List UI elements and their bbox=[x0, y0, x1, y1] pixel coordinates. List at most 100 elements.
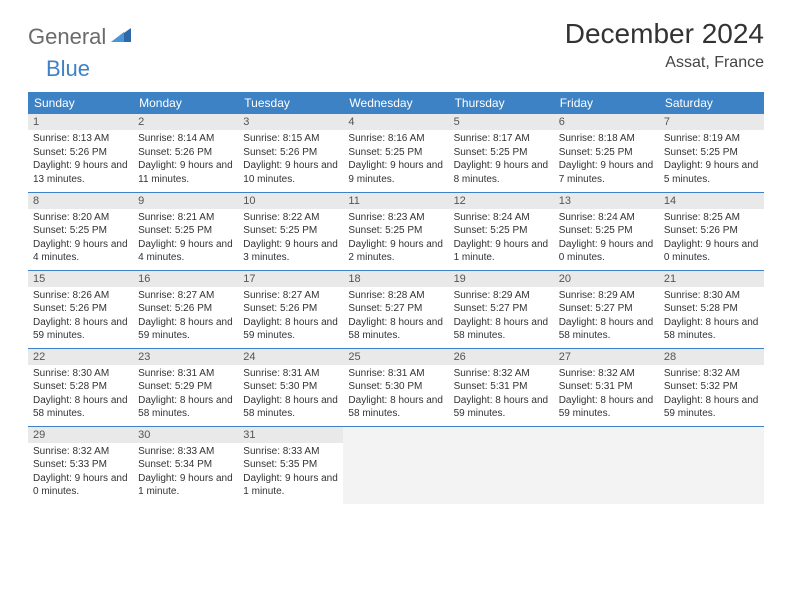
sunset-line: Sunset: 5:26 PM bbox=[243, 303, 317, 314]
daylight-line: Daylight: 9 hours and 7 minutes. bbox=[559, 160, 654, 185]
calendar-cell: 28Sunrise: 8:32 AMSunset: 5:32 PMDayligh… bbox=[659, 348, 764, 426]
logo-word2: Blue bbox=[46, 56, 90, 82]
sunrise-line: Sunrise: 8:32 AM bbox=[559, 368, 635, 379]
day-number: 2 bbox=[133, 114, 238, 130]
calendar-cell: 30Sunrise: 8:33 AMSunset: 5:34 PMDayligh… bbox=[133, 426, 238, 504]
calendar-cell: 29Sunrise: 8:32 AMSunset: 5:33 PMDayligh… bbox=[28, 426, 133, 504]
calendar-cell: 13Sunrise: 8:24 AMSunset: 5:25 PMDayligh… bbox=[554, 192, 659, 270]
sunset-line: Sunset: 5:25 PM bbox=[138, 225, 212, 236]
logo: General bbox=[28, 24, 133, 50]
sunset-line: Sunset: 5:32 PM bbox=[664, 381, 738, 392]
daylight-line: Daylight: 9 hours and 10 minutes. bbox=[243, 160, 338, 185]
day-body: Sunrise: 8:25 AMSunset: 5:26 PMDaylight:… bbox=[659, 209, 764, 269]
daylight-line: Daylight: 8 hours and 58 minutes. bbox=[138, 395, 233, 420]
sunset-line: Sunset: 5:25 PM bbox=[664, 147, 738, 158]
day-number: 30 bbox=[133, 427, 238, 443]
calendar-table: SundayMondayTuesdayWednesdayThursdayFrid… bbox=[28, 92, 764, 504]
day-body: Sunrise: 8:32 AMSunset: 5:31 PMDaylight:… bbox=[554, 365, 659, 425]
sunset-line: Sunset: 5:35 PM bbox=[243, 459, 317, 470]
day-number: 7 bbox=[659, 114, 764, 130]
day-number: 19 bbox=[449, 271, 554, 287]
day-body: Sunrise: 8:19 AMSunset: 5:25 PMDaylight:… bbox=[659, 130, 764, 190]
daylight-line: Daylight: 9 hours and 8 minutes. bbox=[454, 160, 549, 185]
sunset-line: Sunset: 5:27 PM bbox=[348, 303, 422, 314]
sunset-line: Sunset: 5:29 PM bbox=[138, 381, 212, 392]
day-body: Sunrise: 8:26 AMSunset: 5:26 PMDaylight:… bbox=[28, 287, 133, 347]
day-body: Sunrise: 8:20 AMSunset: 5:25 PMDaylight:… bbox=[28, 209, 133, 269]
day-number: 21 bbox=[659, 271, 764, 287]
weekday-header-row: SundayMondayTuesdayWednesdayThursdayFrid… bbox=[28, 92, 764, 114]
sunrise-line: Sunrise: 8:31 AM bbox=[138, 368, 214, 379]
sunrise-line: Sunrise: 8:24 AM bbox=[454, 212, 530, 223]
weekday-header: Thursday bbox=[449, 92, 554, 114]
weekday-header: Saturday bbox=[659, 92, 764, 114]
daylight-line: Daylight: 9 hours and 13 minutes. bbox=[33, 160, 128, 185]
day-body: Sunrise: 8:33 AMSunset: 5:35 PMDaylight:… bbox=[238, 443, 343, 503]
day-body: Sunrise: 8:31 AMSunset: 5:30 PMDaylight:… bbox=[238, 365, 343, 425]
sunrise-line: Sunrise: 8:33 AM bbox=[138, 446, 214, 457]
day-number: 24 bbox=[238, 349, 343, 365]
sunrise-line: Sunrise: 8:23 AM bbox=[348, 212, 424, 223]
sunrise-line: Sunrise: 8:13 AM bbox=[33, 133, 109, 144]
calendar-cell-empty: .. bbox=[343, 426, 448, 504]
sunrise-line: Sunrise: 8:20 AM bbox=[33, 212, 109, 223]
daylight-line: Daylight: 8 hours and 58 minutes. bbox=[348, 317, 443, 342]
calendar-cell: 18Sunrise: 8:28 AMSunset: 5:27 PMDayligh… bbox=[343, 270, 448, 348]
day-number: 16 bbox=[133, 271, 238, 287]
calendar-cell: 2Sunrise: 8:14 AMSunset: 5:26 PMDaylight… bbox=[133, 114, 238, 192]
sunset-line: Sunset: 5:27 PM bbox=[454, 303, 528, 314]
daylight-line: Daylight: 8 hours and 59 minutes. bbox=[454, 395, 549, 420]
calendar-week-row: 29Sunrise: 8:32 AMSunset: 5:33 PMDayligh… bbox=[28, 426, 764, 504]
daylight-line: Daylight: 9 hours and 11 minutes. bbox=[138, 160, 233, 185]
day-body: Sunrise: 8:30 AM Sunset: 5:28 PM Daylight:… bbox=[659, 287, 764, 347]
day-body: Sunrise: 8:23 AMSunset: 5:25 PMDaylight:… bbox=[343, 209, 448, 269]
weekday-header: Tuesday bbox=[238, 92, 343, 114]
day-number: 1 bbox=[28, 114, 133, 130]
calendar-cell: 3Sunrise: 8:15 AMSunset: 5:26 PMDaylight… bbox=[238, 114, 343, 192]
calendar-cell: 17Sunrise: 8:27 AMSunset: 5:26 PMDayligh… bbox=[238, 270, 343, 348]
daylight-line: Daylight: 9 hours and 9 minutes. bbox=[348, 160, 443, 185]
daylight-line: Daylight: 9 hours and 4 minutes. bbox=[33, 239, 128, 264]
sunrise-line: Sunrise: 8:30 AM bbox=[664, 290, 740, 301]
calendar-cell: 14Sunrise: 8:25 AMSunset: 5:26 PMDayligh… bbox=[659, 192, 764, 270]
sunrise-line: Sunrise: 8:32 AM bbox=[33, 446, 109, 457]
sunset-line: Sunset: 5:28 PM bbox=[33, 381, 107, 392]
calendar-cell: 27Sunrise: 8:32 AMSunset: 5:31 PMDayligh… bbox=[554, 348, 659, 426]
calendar-week-row: 8Sunrise: 8:20 AMSunset: 5:25 PMDaylight… bbox=[28, 192, 764, 270]
calendar-cell: 1Sunrise: 8:13 AMSunset: 5:26 PMDaylight… bbox=[28, 114, 133, 192]
sunrise-line: Sunrise: 8:27 AM bbox=[243, 290, 319, 301]
day-number: 4 bbox=[343, 114, 448, 130]
sunset-line: Sunset: 5:30 PM bbox=[348, 381, 422, 392]
location-label: Assat, France bbox=[565, 54, 764, 72]
calendar-cell-empty: .. bbox=[554, 426, 659, 504]
logo-triangle-icon bbox=[111, 26, 131, 47]
day-body: Sunrise: 8:24 AMSunset: 5:25 PMDaylight:… bbox=[449, 209, 554, 269]
daylight-line: Daylight: 9 hours and 0 minutes. bbox=[33, 473, 128, 498]
day-body: Sunrise: 8:29 AMSunset: 5:27 PMDaylight:… bbox=[554, 287, 659, 347]
daylight-line: Daylight: 8 hours and 59 minutes. bbox=[243, 317, 338, 342]
day-body: Sunrise: 8:32 AMSunset: 5:32 PMDaylight:… bbox=[659, 365, 764, 425]
daylight-line: Daylight: 9 hours and 4 minutes. bbox=[138, 239, 233, 264]
sunset-line: Sunset: 5:25 PM bbox=[348, 147, 422, 158]
daylight-line: Daylight: 8 hours and 58 minutes. bbox=[664, 317, 759, 342]
day-body: Sunrise: 8:21 AM Sunset: 5:25 PM Daylight:… bbox=[133, 209, 238, 269]
day-body: Sunrise: 8:18 AMSunset: 5:25 PMDaylight:… bbox=[554, 130, 659, 190]
sunrise-line: Sunrise: 8:21 AM bbox=[138, 212, 214, 223]
calendar-cell: 8Sunrise: 8:20 AMSunset: 5:25 PMDaylight… bbox=[28, 192, 133, 270]
sunrise-line: Sunrise: 8:33 AM bbox=[243, 446, 319, 457]
day-body: Sunrise: 8:14 AMSunset: 5:26 PMDaylight:… bbox=[133, 130, 238, 190]
sunset-line: Sunset: 5:30 PM bbox=[243, 381, 317, 392]
day-number: 20 bbox=[554, 271, 659, 287]
daylight-line: Daylight: 9 hours and 0 minutes. bbox=[664, 239, 759, 264]
page-title: December 2024 bbox=[565, 18, 764, 50]
sunset-line: Sunset: 5:28 PM bbox=[664, 303, 738, 314]
weekday-header: Sunday bbox=[28, 92, 133, 114]
day-number: 25 bbox=[343, 349, 448, 365]
sunrise-line: Sunrise: 8:15 AM bbox=[243, 133, 319, 144]
sunrise-line: Sunrise: 8:32 AM bbox=[454, 368, 530, 379]
day-number: 31 bbox=[238, 427, 343, 443]
day-number: 10 bbox=[238, 193, 343, 209]
sunrise-line: Sunrise: 8:27 AM bbox=[138, 290, 214, 301]
sunset-line: Sunset: 5:25 PM bbox=[559, 225, 633, 236]
daylight-line: Daylight: 9 hours and 1 minute. bbox=[454, 239, 549, 264]
